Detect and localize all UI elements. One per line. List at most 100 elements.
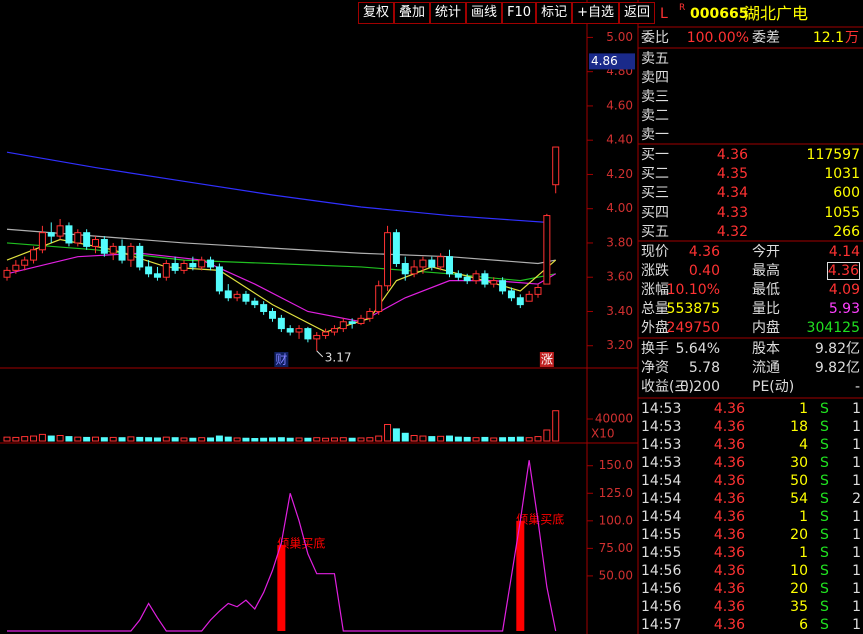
trade-time: 14:53 (641, 455, 682, 471)
stat-value: 10.10% (666, 282, 720, 298)
trade-volume: 1 (799, 401, 808, 417)
candle-body (118, 245, 126, 261)
stat-label: 内盘 (752, 320, 780, 336)
candle-body (463, 276, 471, 282)
volume-bar (552, 410, 560, 442)
candle-body (410, 266, 418, 275)
stat-value: 304125 (806, 320, 860, 336)
volume-bar (375, 435, 383, 442)
volume-bar (207, 437, 215, 442)
moving-average (6, 228, 556, 265)
volume-bar (322, 437, 330, 442)
volume-bar (490, 437, 498, 442)
candle-body (12, 264, 20, 271)
toolbar-button[interactable]: F10 (502, 2, 537, 24)
low-pointer (316, 350, 324, 358)
stat-label: 流通 (752, 360, 780, 376)
trade-count: 1 (852, 545, 861, 561)
volume-bar (74, 436, 82, 442)
volume-bar (384, 423, 392, 442)
ask-label: 卖三 (641, 89, 669, 105)
trade-count: 1 (852, 581, 861, 597)
volume-bar (428, 436, 436, 442)
volume-bar (30, 435, 38, 442)
candle-body (446, 256, 453, 275)
candle-body (499, 280, 507, 292)
toolbar-button[interactable]: 返回 (619, 2, 656, 24)
volume-bar (3, 436, 11, 442)
stat-value: 9.82亿 (814, 341, 860, 357)
volume-bar (224, 436, 232, 442)
stat-value: 4.09 (828, 282, 860, 298)
trade-side: S (820, 473, 829, 489)
candle-body (56, 225, 64, 237)
toolbar-button[interactable]: 画线 (466, 2, 503, 24)
trade-count: 1 (852, 563, 861, 579)
volume-bar (313, 437, 321, 442)
trade-price: 4.36 (713, 581, 745, 597)
stat-value: 0.40 (688, 263, 720, 279)
candle-body (109, 245, 117, 254)
candle-body (313, 334, 321, 340)
candle-body (207, 259, 215, 268)
candle-body (65, 225, 73, 244)
candle-body (47, 232, 55, 237)
volume-bar (366, 437, 374, 442)
candle-body (357, 317, 365, 324)
toolbar-button[interactable]: 标记 (536, 2, 573, 24)
y-tick-label: 100.0 (599, 513, 633, 527)
toolbar-button[interactable]: 叠加 (394, 2, 431, 24)
bid-volume: 266 (833, 223, 860, 240)
trade-time: 14:54 (641, 473, 682, 489)
volume-bar (136, 436, 144, 442)
candle-body (233, 293, 241, 299)
volume-bar (233, 437, 241, 442)
candle-body (481, 273, 489, 285)
bid-price: 4.34 (716, 185, 748, 202)
trade-price: 4.36 (713, 509, 745, 525)
candle-body (437, 256, 445, 268)
ask-label: 卖一 (641, 127, 669, 143)
trade-count: 1 (852, 473, 861, 489)
toolbar-button[interactable]: 统计 (430, 2, 467, 24)
stat-value: 4.36 (826, 262, 860, 280)
trade-volume: 50 (790, 473, 808, 489)
signal-bar (516, 520, 525, 631)
trade-side: S (820, 527, 829, 543)
trade-side: S (820, 545, 829, 561)
volume-bar (127, 436, 135, 442)
label: 委比 (641, 30, 669, 46)
bid-volume: 1055 (824, 204, 860, 221)
candle-body (242, 293, 250, 302)
volume-bar (215, 435, 223, 442)
annotation: 财 (275, 353, 287, 367)
volume-bar (339, 437, 347, 442)
candle-body (286, 328, 294, 333)
volume-bar (534, 436, 542, 442)
trade-volume: 20 (790, 581, 808, 597)
candle-body (136, 245, 144, 268)
volume-bar (401, 432, 409, 442)
volume-bar (180, 437, 188, 442)
bid-label: 买四 (641, 204, 669, 221)
market-flag: R (679, 3, 686, 13)
candle-body (366, 310, 374, 319)
trade-price: 4.36 (713, 437, 745, 453)
candle-body (516, 297, 524, 306)
trade-price: 4.36 (713, 473, 745, 489)
toolbar-button[interactable]: +自选 (572, 2, 620, 24)
stat-value: 9.82亿 (814, 360, 860, 376)
trade-count: 2 (852, 491, 861, 507)
toolbar-button[interactable]: 复权 (358, 2, 395, 24)
annotation: 涨 (541, 352, 553, 367)
trade-volume: 4 (799, 437, 808, 453)
trade-price: 4.36 (713, 419, 745, 435)
candle-body (507, 290, 515, 299)
stat-label: 今开 (752, 244, 780, 260)
volume-bar (171, 437, 179, 442)
trade-count: 1 (852, 455, 861, 471)
trade-price: 4.36 (713, 563, 745, 579)
candle-body (189, 263, 197, 268)
stat-value: - (854, 379, 860, 395)
